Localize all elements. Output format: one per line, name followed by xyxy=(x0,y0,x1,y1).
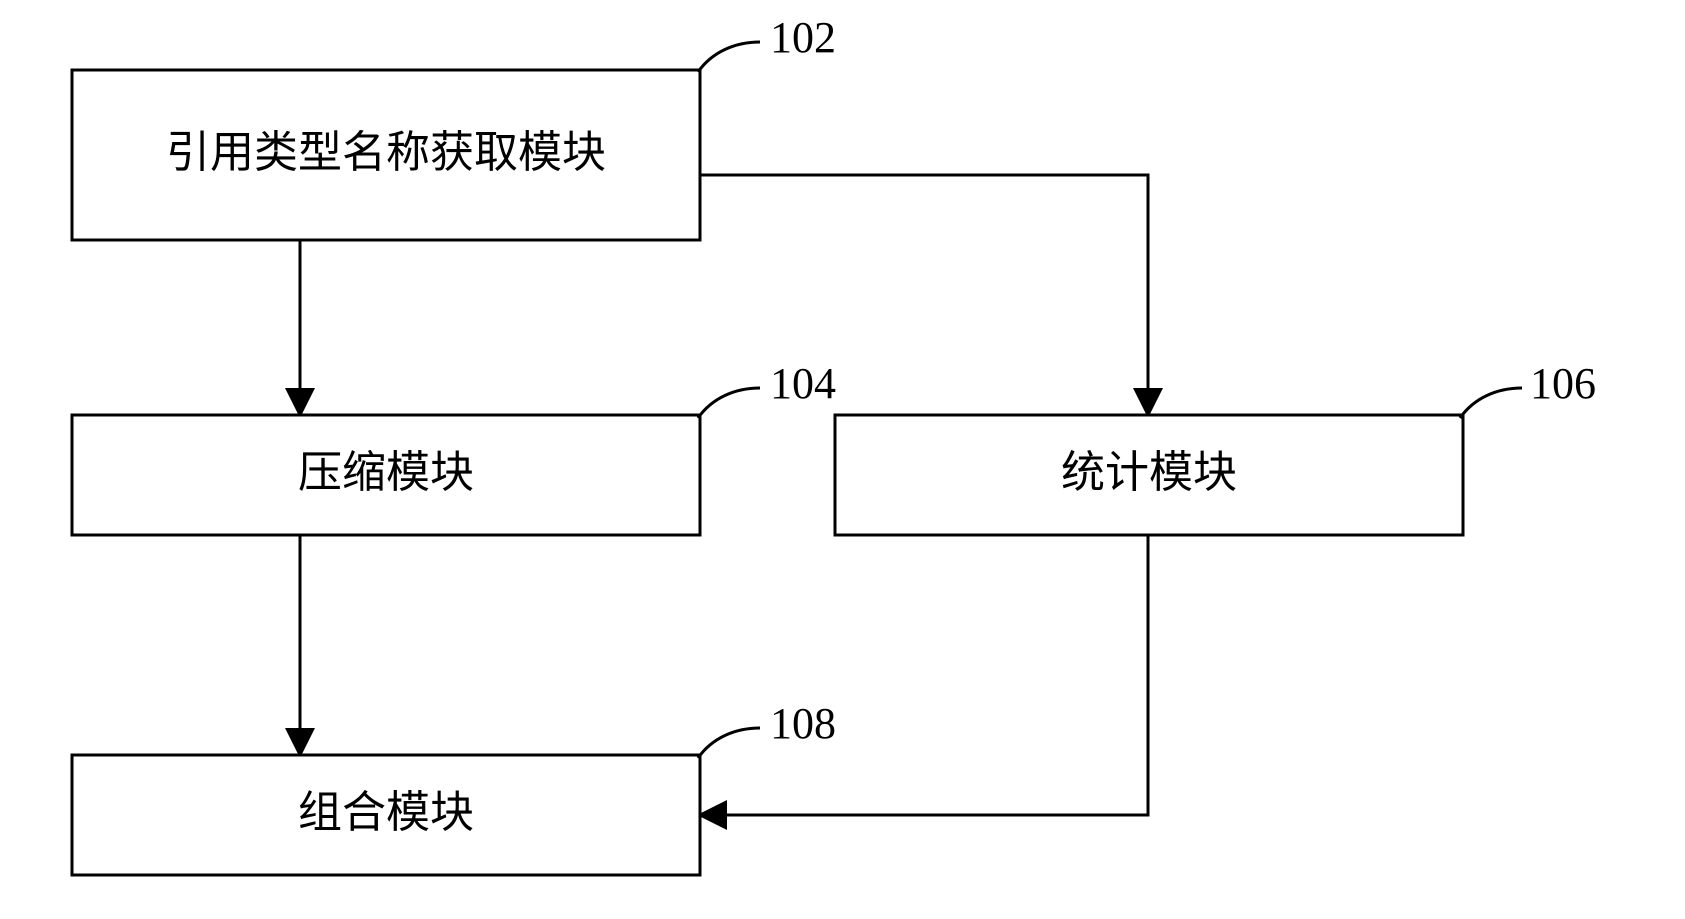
node-n102: 引用类型名称获取模块 xyxy=(72,70,700,240)
callout-c106-label: 106 xyxy=(1530,359,1596,408)
callout-c104-label: 104 xyxy=(770,359,836,408)
callout-c102-label: 102 xyxy=(770,13,836,62)
edge-n102-to-n106 xyxy=(700,175,1148,415)
node-n106-label: 统计模块 xyxy=(1061,448,1237,497)
callout-c108-label: 108 xyxy=(770,699,836,748)
callout-c102-leader xyxy=(698,42,760,72)
callout-c108-leader xyxy=(698,728,760,758)
callout-c106-leader xyxy=(1460,388,1522,418)
node-n102-label: 引用类型名称获取模块 xyxy=(166,128,606,177)
callout-c104-leader xyxy=(698,388,760,418)
node-n104-label: 压缩模块 xyxy=(298,448,474,497)
node-n108-label: 组合模块 xyxy=(298,788,474,837)
edge-n106-to-n108 xyxy=(700,535,1148,815)
node-n108: 组合模块 xyxy=(72,755,700,875)
node-n106: 统计模块 xyxy=(835,415,1463,535)
node-n104: 压缩模块 xyxy=(72,415,700,535)
